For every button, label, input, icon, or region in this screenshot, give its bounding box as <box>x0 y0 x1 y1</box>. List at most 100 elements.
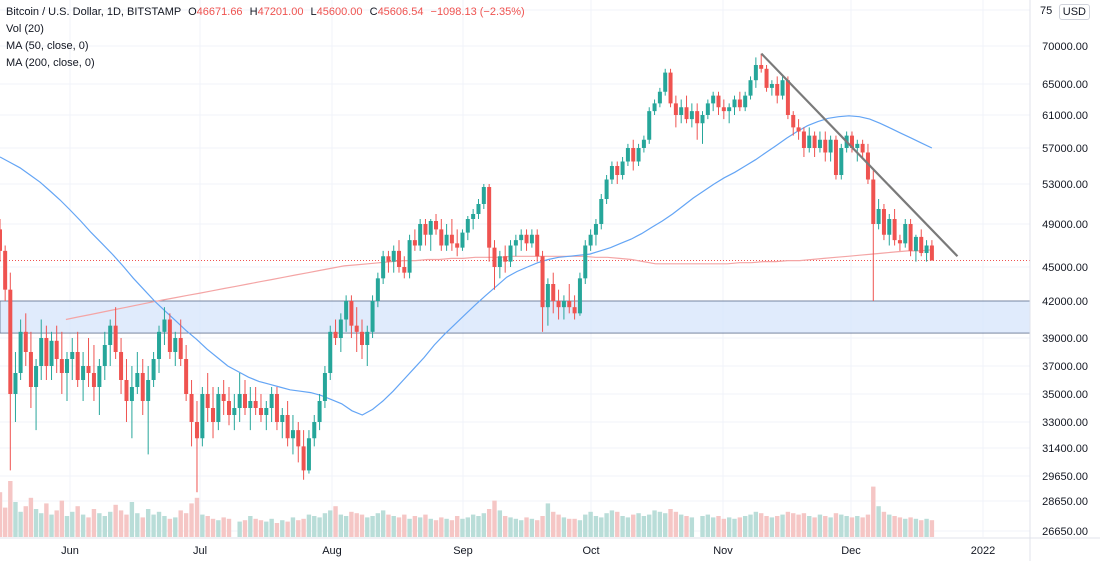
candle[interactable] <box>695 103 700 140</box>
candle[interactable] <box>232 394 237 431</box>
candle[interactable] <box>23 313 28 366</box>
candle[interactable] <box>860 139 865 157</box>
candle[interactable] <box>129 366 134 439</box>
candle[interactable] <box>636 143 641 166</box>
candle[interactable] <box>689 103 694 128</box>
candle[interactable] <box>338 313 343 352</box>
candle[interactable] <box>124 359 129 422</box>
candle[interactable] <box>75 331 80 387</box>
candle[interactable] <box>529 229 534 248</box>
candle[interactable] <box>929 240 934 261</box>
candle[interactable] <box>391 245 396 273</box>
candle[interactable] <box>812 131 817 158</box>
candle[interactable] <box>221 380 226 415</box>
candle[interactable] <box>567 284 572 314</box>
candle[interactable] <box>881 204 886 241</box>
candle[interactable] <box>178 319 183 367</box>
candle[interactable] <box>381 250 386 284</box>
candle[interactable] <box>8 272 13 471</box>
candlesticks[interactable] <box>0 53 934 493</box>
candle[interactable] <box>306 430 311 474</box>
candle[interactable] <box>561 295 566 320</box>
candle[interactable] <box>572 295 577 320</box>
candle[interactable] <box>349 295 354 338</box>
candle[interactable] <box>711 91 716 112</box>
candle[interactable] <box>146 366 151 455</box>
candle[interactable] <box>216 387 221 431</box>
candle[interactable] <box>833 135 838 180</box>
candle[interactable] <box>615 161 620 185</box>
candle[interactable] <box>823 131 828 162</box>
candle[interactable] <box>743 91 748 112</box>
candle[interactable] <box>465 216 470 241</box>
candle[interactable] <box>54 325 59 373</box>
candle[interactable] <box>839 143 844 180</box>
candle[interactable] <box>503 245 508 273</box>
candle[interactable] <box>280 408 285 439</box>
candle[interactable] <box>428 219 433 251</box>
candle[interactable] <box>205 373 210 422</box>
candle[interactable] <box>64 352 69 401</box>
candle[interactable] <box>753 57 758 88</box>
candle[interactable] <box>481 184 486 209</box>
candle[interactable] <box>86 338 91 387</box>
candle[interactable] <box>780 76 785 100</box>
candle[interactable] <box>70 338 75 380</box>
candle[interactable] <box>285 401 290 447</box>
candle[interactable] <box>274 387 279 431</box>
candle[interactable] <box>631 139 636 171</box>
candle[interactable] <box>200 387 205 447</box>
candle[interactable] <box>97 359 102 415</box>
candle[interactable] <box>577 272 582 316</box>
candle[interactable] <box>253 387 258 415</box>
candle[interactable] <box>625 143 630 166</box>
candle[interactable] <box>81 352 86 401</box>
candle[interactable] <box>769 80 774 96</box>
candle[interactable] <box>647 107 652 144</box>
candle[interactable] <box>519 229 524 251</box>
candle[interactable] <box>386 250 391 273</box>
candle[interactable] <box>173 331 178 366</box>
candle[interactable] <box>322 366 327 408</box>
candle[interactable] <box>402 256 407 279</box>
candle[interactable] <box>237 373 242 422</box>
candle[interactable] <box>317 394 322 431</box>
candle[interactable] <box>705 99 710 120</box>
candle[interactable] <box>919 229 924 257</box>
candle[interactable] <box>370 295 375 338</box>
candle[interactable] <box>423 219 428 246</box>
candle[interactable] <box>487 184 492 262</box>
candle[interactable] <box>737 91 742 112</box>
candle[interactable] <box>113 307 118 359</box>
candle[interactable] <box>444 224 449 251</box>
candle[interactable] <box>119 338 124 394</box>
legend-volume[interactable]: Vol (20) <box>6 23 44 35</box>
candle[interactable] <box>721 99 726 120</box>
candle[interactable] <box>497 250 502 279</box>
candle[interactable] <box>28 331 33 408</box>
candle[interactable] <box>599 194 604 230</box>
candle[interactable] <box>354 307 359 352</box>
candle[interactable] <box>668 68 673 108</box>
candle[interactable] <box>679 99 684 124</box>
candle[interactable] <box>508 240 513 267</box>
legend-ma50[interactable]: MA (50, close, 0) <box>6 40 89 52</box>
candle[interactable] <box>791 111 796 136</box>
candle[interactable] <box>189 380 194 447</box>
candle[interactable] <box>524 229 529 251</box>
candle[interactable] <box>258 394 263 422</box>
candle[interactable] <box>759 53 764 73</box>
candle[interactable] <box>91 345 96 401</box>
candle[interactable] <box>663 68 668 96</box>
candle[interactable] <box>871 170 876 302</box>
candle[interactable] <box>264 401 269 431</box>
candle[interactable] <box>167 313 172 359</box>
candle[interactable] <box>39 319 44 381</box>
candle[interactable] <box>333 319 338 346</box>
candle[interactable] <box>876 199 881 230</box>
candle[interactable] <box>593 219 598 246</box>
candle[interactable] <box>924 240 929 262</box>
candle[interactable] <box>44 325 49 380</box>
candle[interactable] <box>775 76 780 104</box>
